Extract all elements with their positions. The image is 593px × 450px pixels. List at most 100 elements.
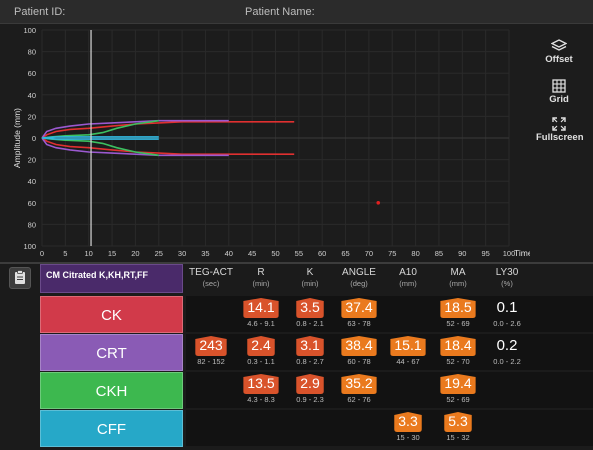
column-unit: (%) — [501, 279, 513, 288]
reference-range: 62 - 76 — [347, 395, 371, 404]
patient-header: Patient ID: Patient Name: — [0, 0, 593, 24]
y-tick-label: 60 — [28, 69, 36, 78]
out-of-range-badge: 18.4 — [440, 336, 476, 356]
patient-name-label: Patient Name: — [245, 6, 315, 18]
out-of-range-badge: 35.2 — [341, 374, 377, 394]
column-unit: (min) — [252, 279, 270, 288]
column-header: R (min) — [236, 268, 286, 289]
reference-range: 82 - 152 — [197, 357, 225, 366]
sample-button-crt[interactable]: CRT — [40, 334, 183, 371]
out-of-range-badge: 37.4 — [341, 298, 377, 318]
x-tick-label: 40 — [225, 249, 233, 258]
out-of-range-badge: 14.1 — [243, 298, 279, 318]
result-cell: 3.5 0.8 - 2.1 — [286, 298, 334, 328]
panel-divider — [0, 262, 593, 264]
result-cell: 3.3 15 - 30 — [384, 412, 432, 442]
column-header: K (min) — [285, 268, 335, 289]
reference-range: 0.0 - 2.2 — [493, 357, 521, 366]
x-tick-label: 50 — [271, 249, 279, 258]
x-tick-label: 35 — [201, 249, 209, 258]
x-tick-label: 55 — [295, 249, 303, 258]
out-of-range-badge: 2.4 — [247, 336, 275, 356]
result-cell: 0.2 0.0 - 2.2 — [483, 336, 531, 366]
result-cell: 19.4 52 - 69 — [434, 374, 482, 404]
method-label: CM Citrated K,KH,RT,FF — [40, 264, 183, 293]
x-tick-label: 45 — [248, 249, 256, 258]
result-row — [186, 410, 593, 446]
out-of-range-badge: 19.4 — [440, 374, 476, 394]
result-cell: 14.1 4.6 - 9.1 — [237, 298, 285, 328]
result-cell: 35.2 62 - 76 — [335, 374, 383, 404]
out-of-range-badge: 243 — [195, 336, 227, 356]
x-tick-label: 75 — [388, 249, 396, 258]
result-cell: 0.1 0.0 - 2.6 — [483, 298, 531, 328]
reference-range: 52 - 69 — [446, 395, 470, 404]
x-tick-label: 30 — [178, 249, 186, 258]
result-cell: 38.4 60 - 78 — [335, 336, 383, 366]
out-of-range-badge: 18.5 — [440, 298, 476, 318]
column-unit: (sec) — [202, 279, 220, 288]
result-cell: 243 82 - 152 — [187, 336, 235, 366]
column-name: LY30 — [495, 267, 519, 278]
grid-button[interactable]: Grid — [536, 79, 582, 105]
tracing-upper — [41, 119, 229, 139]
result-cell: 2.4 0.3 - 1.1 — [237, 336, 285, 366]
reference-range: 52 - 69 — [446, 319, 470, 328]
result-value: 0.1 — [496, 299, 518, 316]
tracing-panel: 100 80 60 40 20 0 20 40 60 80 100 0 5 10 15 20 25 30 35 40 4… — [0, 24, 593, 262]
column-name: R — [257, 267, 265, 278]
result-cell: 37.4 63 - 78 — [335, 298, 383, 328]
column-header: LY30 (%) — [482, 268, 532, 289]
result-cell: 3.1 0.8 - 2.7 — [286, 336, 334, 366]
out-of-range-badge: 2.9 — [296, 374, 324, 394]
column-name: A10 — [399, 267, 417, 278]
sample-button-ckh[interactable]: CKH — [40, 372, 183, 409]
reference-range: 0.0 - 2.6 — [493, 319, 521, 328]
x-tick-label: 100 — [503, 249, 516, 258]
tracing-lower — [41, 137, 159, 140]
result-cell: 18.5 52 - 69 — [434, 298, 482, 328]
results-panel: CM Citrated K,KH,RT,FF TEG-ACT (sec) R (min… — [0, 264, 593, 450]
y-tick-label: 60 — [28, 199, 36, 208]
column-unit: (mm) — [449, 279, 467, 288]
report-button[interactable] — [9, 267, 31, 289]
fullscreen-label: Fullscreen — [536, 132, 584, 143]
x-tick-label: 60 — [318, 249, 326, 258]
reference-range: 63 - 78 — [347, 319, 371, 328]
x-tick-label: 80 — [411, 249, 419, 258]
result-cell: 15.1 44 - 67 — [384, 336, 432, 366]
tracing-chart: 100 80 60 40 20 0 20 40 60 80 100 0 5 10 15 20 25 30 35 40 4… — [12, 26, 530, 258]
reference-range: 60 - 78 — [347, 357, 371, 366]
x-tick-label: 15 — [108, 249, 116, 258]
x-axis-label: Time (min) — [514, 248, 530, 258]
reference-range: 0.3 - 1.1 — [247, 357, 275, 366]
out-of-range-badge: 3.5 — [296, 298, 324, 318]
y-tick-label: 40 — [28, 177, 36, 186]
y-tick-label: 0 — [32, 134, 36, 143]
out-of-range-badge: 38.4 — [341, 336, 377, 356]
reference-range: 52 - 70 — [446, 357, 470, 366]
x-tick-label: 5 — [63, 249, 67, 258]
reference-range: 0.9 - 2.3 — [296, 395, 324, 404]
grid-label: Grid — [549, 94, 569, 105]
out-of-range-badge: 5.3 — [444, 412, 472, 432]
y-tick-label: 100 — [23, 26, 36, 35]
column-name: ANGLE — [342, 267, 376, 278]
column-name: K — [306, 267, 314, 278]
sample-button-cff[interactable]: CFF — [40, 410, 183, 447]
column-name: MA — [450, 267, 466, 278]
column-header: TEG-ACT (sec) — [186, 268, 236, 289]
out-of-range-badge: 3.3 — [394, 412, 422, 432]
y-axis-label: Amplitude (mm) — [12, 108, 22, 168]
grid-icon — [552, 79, 566, 93]
fullscreen-button[interactable]: Fullscreen — [536, 117, 584, 143]
reference-range: 15 - 32 — [446, 433, 470, 442]
y-tick-label: 20 — [28, 112, 36, 121]
y-tick-label: 80 — [28, 220, 36, 229]
result-cell: 18.4 52 - 70 — [434, 336, 482, 366]
offset-label: Offset — [545, 54, 573, 65]
sample-button-ck[interactable]: CK — [40, 296, 183, 333]
column-unit: (deg) — [350, 279, 368, 288]
red-marker — [376, 201, 381, 205]
offset-button[interactable]: Offset — [536, 39, 582, 65]
